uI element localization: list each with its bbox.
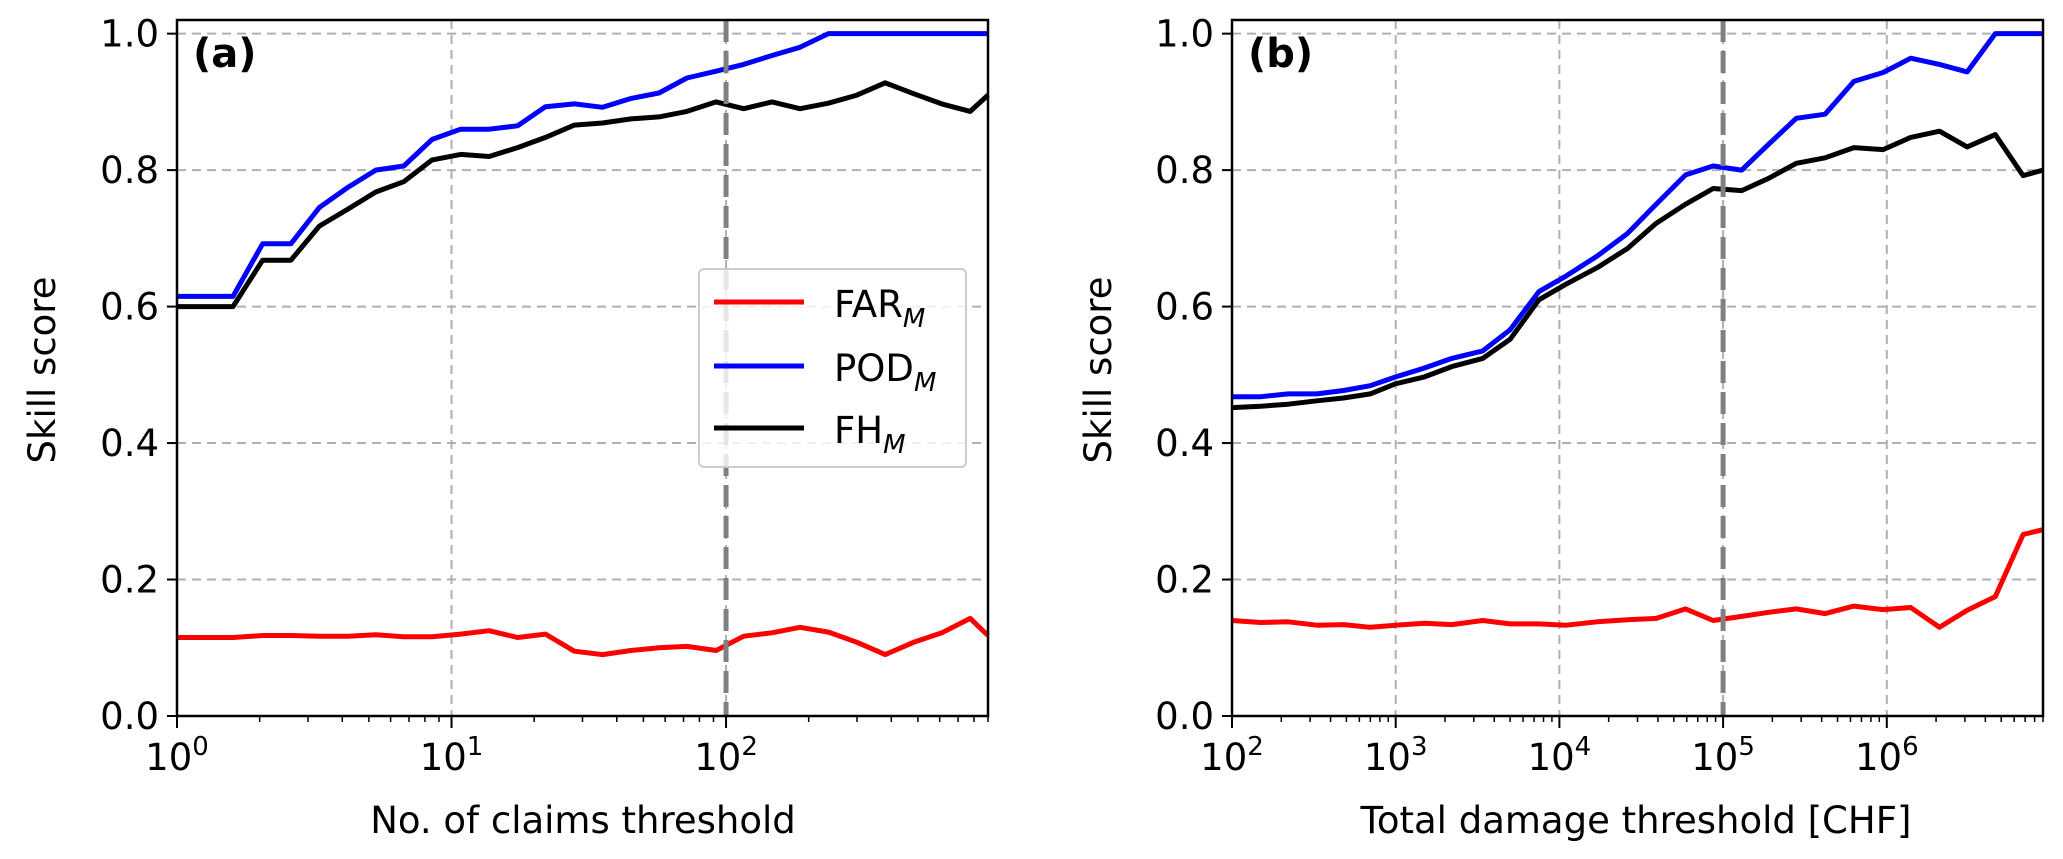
panel-b-x-axis-label: Total damage threshold [CHF]: [1360, 799, 1912, 842]
panel-b-y-tick-label: 0.2: [1155, 559, 1214, 602]
panel-b: 102 103 104 105 106 0.0 0.2 0.4 0.6 0.8 1.0 (b) T…: [1077, 13, 2045, 842]
panel-b-series-pod-m: [1232, 31, 2043, 400]
panel-a-y-tick-label: 0.8: [100, 149, 159, 192]
legend-box: [698, 268, 967, 468]
panel-b-y-axis-label: Skill score: [1077, 277, 1120, 464]
panel-b-y-tick-label: 0.8: [1155, 149, 1214, 192]
panel-b-x-ticks: 102 103 104 105 106: [1200, 716, 2044, 779]
panel-b-y-tick-label: 0.4: [1155, 422, 1214, 465]
panel-b-y-tick-label: 1.0: [1155, 13, 1214, 56]
panel-b-y-ticks: 0.0 0.2 0.4 0.6 0.8 1.0: [1155, 13, 1232, 738]
panel-a-y-tick-label: 0.6: [100, 286, 159, 329]
panel-b-series: [1231, 31, 2044, 630]
panel-a-x-tick-label: 100: [145, 732, 209, 779]
panel-a-label: (a): [193, 31, 257, 77]
panel-b-y-tick-label: 0.0: [1155, 695, 1214, 738]
panel-b-y-tick-label: 0.6: [1155, 286, 1214, 329]
panel-b-series-fh-m: [1231, 128, 2044, 411]
panel-a-x-tick-label: 101: [420, 732, 484, 779]
panel-b-x-tick-label: 106: [1855, 732, 1919, 779]
panel-a: 100 101 102 0.0 0.2 0.4 0.6 0.8 1.0 (a) No. of …: [21, 13, 990, 842]
panel-b-x-tick-label: 102: [1200, 732, 1264, 779]
panel-b-x-tick-label: 104: [1528, 732, 1592, 779]
panel-a-series-fh-m: [177, 80, 990, 310]
legend-far-label: FARM: [834, 283, 925, 334]
panel-a-series: [177, 31, 990, 658]
panel-b-label: (b): [1248, 31, 1313, 77]
panel-b-series-far-m: [1231, 527, 2044, 630]
panel-a-y-tick-label: 0.2: [100, 559, 159, 602]
legend-pod-label: PODM: [834, 347, 936, 398]
panel-a-x-ticks: 100 101 102: [145, 716, 989, 779]
panel-a-y-tick-label: 0.4: [100, 422, 159, 465]
legend: FARM PODM FHM: [698, 268, 967, 468]
panel-a-x-tick-label: 102: [694, 732, 758, 779]
panel-b-x-tick-label: 105: [1691, 732, 1755, 779]
panel-b-x-tick-label: 103: [1364, 732, 1428, 779]
panel-a-y-tick-label: 1.0: [100, 13, 159, 56]
panel-a-y-tick-label: 0.0: [100, 695, 159, 738]
panel-a-y-ticks: 0.0 0.2 0.4 0.6 0.8 1.0: [100, 13, 177, 738]
legend-fh-label: FHM: [834, 409, 906, 460]
panel-a-series-pod-m: [177, 31, 988, 299]
panel-a-x-axis-label: No. of claims threshold: [370, 799, 796, 842]
panel-a-series-far-m: [177, 615, 990, 658]
panel-a-y-axis-label: Skill score: [21, 277, 64, 464]
